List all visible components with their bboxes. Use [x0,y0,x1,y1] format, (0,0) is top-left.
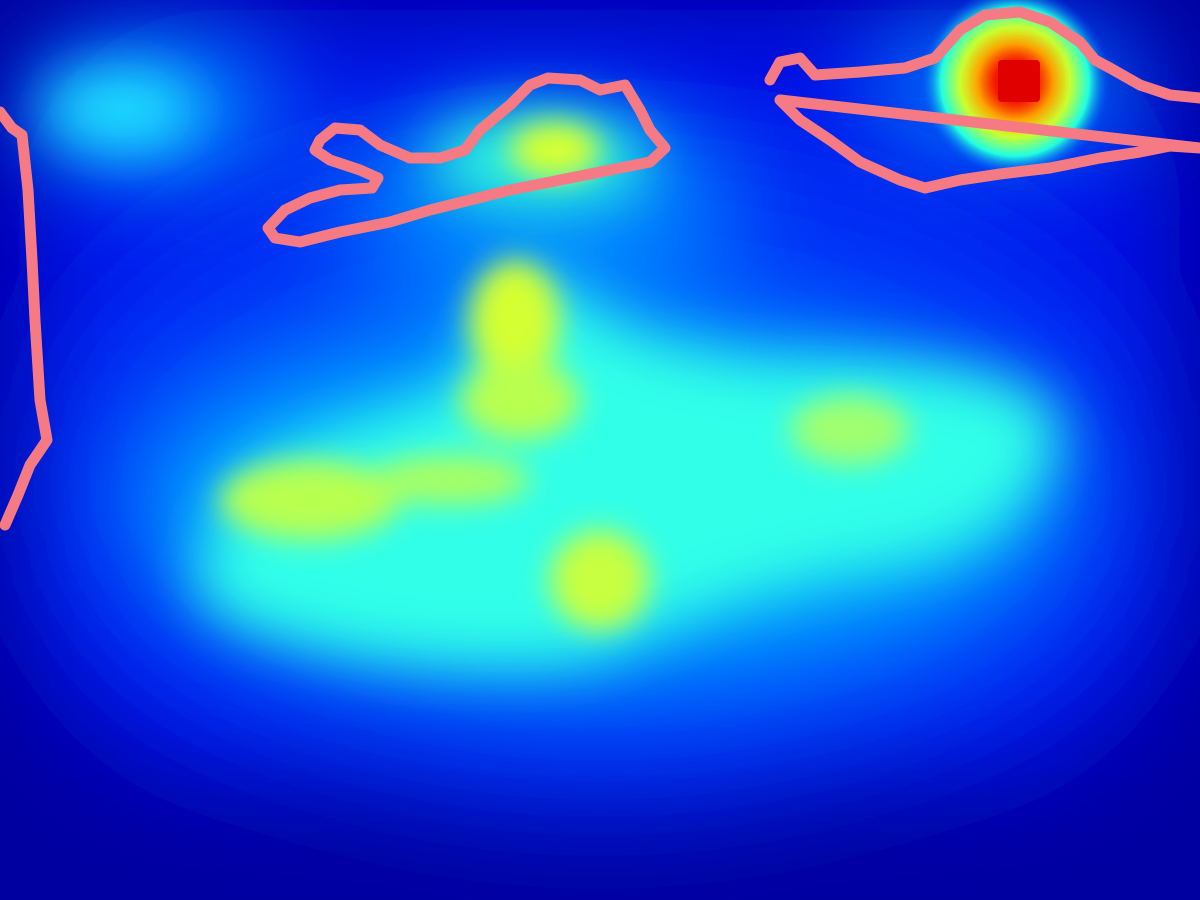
yellow-highlight-layer [220,122,910,630]
contour-layer [0,6,1200,531]
contour-left-edge [0,106,53,531]
contour-top-right [764,6,1200,194]
contour-top-middle [262,72,671,248]
